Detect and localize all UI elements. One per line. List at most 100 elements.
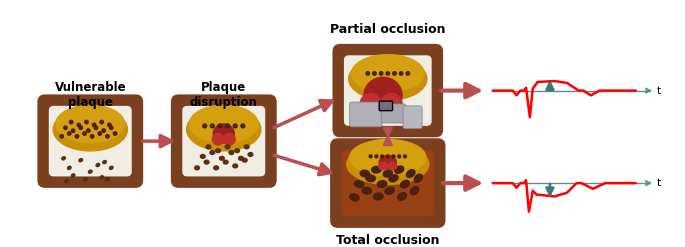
Circle shape bbox=[105, 135, 109, 138]
Circle shape bbox=[68, 132, 71, 135]
Ellipse shape bbox=[96, 164, 100, 166]
Ellipse shape bbox=[366, 175, 375, 182]
Ellipse shape bbox=[379, 155, 397, 169]
Ellipse shape bbox=[401, 180, 410, 188]
Ellipse shape bbox=[210, 151, 214, 154]
Circle shape bbox=[398, 155, 401, 158]
Circle shape bbox=[69, 120, 73, 124]
Ellipse shape bbox=[245, 145, 249, 149]
FancyBboxPatch shape bbox=[332, 44, 443, 137]
Circle shape bbox=[403, 155, 406, 158]
Ellipse shape bbox=[355, 181, 364, 187]
Circle shape bbox=[369, 155, 372, 158]
Ellipse shape bbox=[248, 153, 253, 156]
Circle shape bbox=[386, 72, 390, 75]
Ellipse shape bbox=[100, 176, 103, 179]
Circle shape bbox=[203, 124, 207, 128]
Ellipse shape bbox=[224, 134, 235, 145]
Text: t: t bbox=[657, 178, 661, 188]
Ellipse shape bbox=[406, 170, 415, 178]
Circle shape bbox=[241, 124, 245, 128]
FancyBboxPatch shape bbox=[344, 55, 432, 126]
Ellipse shape bbox=[206, 145, 211, 149]
Ellipse shape bbox=[103, 161, 106, 164]
Text: Vulnerable
plaque: Vulnerable plaque bbox=[55, 81, 126, 109]
Circle shape bbox=[60, 135, 64, 138]
Ellipse shape bbox=[110, 166, 113, 169]
Ellipse shape bbox=[105, 178, 109, 181]
Ellipse shape bbox=[351, 55, 424, 92]
Ellipse shape bbox=[56, 105, 125, 143]
Circle shape bbox=[75, 135, 79, 138]
Ellipse shape bbox=[225, 145, 230, 149]
Ellipse shape bbox=[388, 162, 397, 170]
Ellipse shape bbox=[195, 166, 199, 170]
Circle shape bbox=[102, 129, 105, 132]
Circle shape bbox=[79, 126, 82, 129]
Ellipse shape bbox=[214, 166, 219, 170]
Circle shape bbox=[100, 120, 103, 124]
Ellipse shape bbox=[238, 156, 243, 160]
Ellipse shape bbox=[216, 149, 221, 153]
Ellipse shape bbox=[62, 157, 65, 160]
Ellipse shape bbox=[242, 158, 247, 162]
Circle shape bbox=[95, 126, 98, 129]
Circle shape bbox=[218, 124, 222, 128]
Circle shape bbox=[83, 132, 86, 135]
Ellipse shape bbox=[381, 93, 402, 114]
Ellipse shape bbox=[350, 194, 359, 201]
Circle shape bbox=[90, 135, 94, 138]
Circle shape bbox=[406, 72, 410, 75]
FancyBboxPatch shape bbox=[38, 94, 143, 188]
Circle shape bbox=[386, 155, 389, 158]
Circle shape bbox=[77, 123, 81, 127]
Ellipse shape bbox=[212, 134, 224, 145]
Circle shape bbox=[108, 123, 111, 127]
Ellipse shape bbox=[360, 93, 381, 114]
Ellipse shape bbox=[84, 178, 87, 181]
Ellipse shape bbox=[213, 124, 234, 143]
Circle shape bbox=[71, 129, 75, 132]
Ellipse shape bbox=[88, 170, 92, 173]
FancyBboxPatch shape bbox=[379, 101, 393, 111]
Text: Plaque
disruption: Plaque disruption bbox=[190, 81, 258, 109]
Ellipse shape bbox=[371, 166, 381, 173]
Circle shape bbox=[64, 126, 67, 129]
Ellipse shape bbox=[204, 160, 209, 164]
Ellipse shape bbox=[383, 170, 393, 177]
Circle shape bbox=[366, 72, 369, 75]
Circle shape bbox=[113, 132, 116, 135]
Ellipse shape bbox=[223, 160, 228, 164]
FancyBboxPatch shape bbox=[49, 106, 132, 176]
Circle shape bbox=[225, 124, 229, 128]
Ellipse shape bbox=[364, 77, 402, 113]
FancyBboxPatch shape bbox=[171, 94, 277, 188]
Circle shape bbox=[381, 155, 384, 158]
Ellipse shape bbox=[349, 57, 427, 100]
Ellipse shape bbox=[377, 181, 387, 187]
FancyBboxPatch shape bbox=[182, 106, 265, 176]
Ellipse shape bbox=[219, 156, 224, 160]
Ellipse shape bbox=[385, 187, 395, 194]
Ellipse shape bbox=[229, 151, 234, 154]
Text: Total occlusion: Total occlusion bbox=[336, 234, 440, 247]
Ellipse shape bbox=[201, 154, 206, 158]
Ellipse shape bbox=[235, 149, 240, 153]
FancyBboxPatch shape bbox=[381, 104, 406, 123]
Circle shape bbox=[392, 155, 395, 158]
Ellipse shape bbox=[373, 193, 383, 200]
Circle shape bbox=[98, 132, 101, 135]
Circle shape bbox=[379, 72, 383, 75]
Ellipse shape bbox=[186, 108, 261, 151]
FancyBboxPatch shape bbox=[330, 138, 445, 228]
Ellipse shape bbox=[64, 180, 68, 183]
Circle shape bbox=[373, 72, 376, 75]
Circle shape bbox=[85, 120, 88, 124]
Ellipse shape bbox=[79, 159, 82, 162]
Ellipse shape bbox=[362, 187, 371, 194]
Circle shape bbox=[375, 155, 378, 158]
Circle shape bbox=[393, 72, 396, 75]
Circle shape bbox=[210, 124, 214, 128]
Circle shape bbox=[92, 123, 96, 127]
FancyBboxPatch shape bbox=[403, 106, 422, 129]
